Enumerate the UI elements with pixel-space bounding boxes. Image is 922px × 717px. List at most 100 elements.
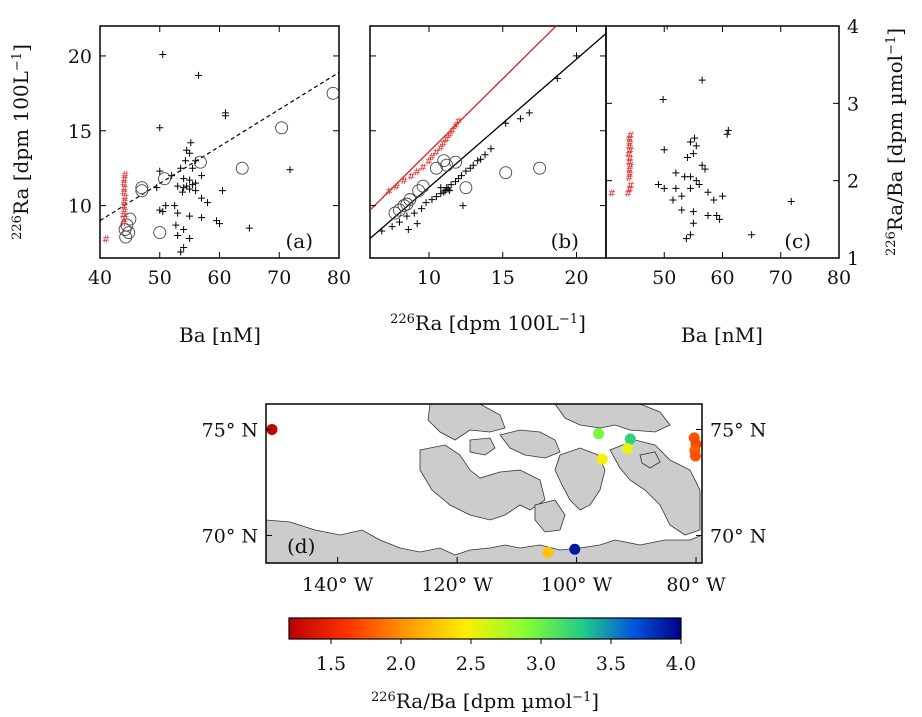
panel-a-point — [174, 182, 182, 190]
panel-c-point — [686, 231, 694, 239]
colorbar-label: 226Ra/Ba [dpm µmol−1] — [371, 689, 599, 713]
colorbar-tick-label: 2.0 — [386, 653, 416, 675]
panel-c-point — [704, 188, 712, 196]
panel-a-point: # — [120, 206, 128, 217]
panel-c-point: # — [626, 184, 634, 195]
panel-a-ytick-label: 20 — [68, 46, 92, 68]
panel-a-point: # — [120, 184, 128, 195]
panel-c-point — [704, 211, 712, 219]
panel-d-label: (d) — [287, 534, 315, 558]
panel-b-point: # — [432, 148, 440, 159]
panel-c-point — [698, 161, 706, 169]
panel-b-label: (b) — [551, 229, 579, 253]
panel-a-point — [153, 184, 161, 192]
panel-a-point — [195, 71, 203, 79]
panel-b-point — [455, 175, 462, 183]
panel-c-xtick-label: 60 — [710, 267, 734, 289]
panel-b-frame — [369, 25, 607, 259]
panel-b-marks: ################ — [370, 26, 606, 240]
panel-a-point — [204, 199, 212, 207]
panel-c-xtick-label: 50 — [652, 267, 676, 289]
panel-c-marks: ############### # — [608, 26, 795, 243]
panel-b-xtick-label: 10 — [417, 267, 441, 289]
panel-b-point — [422, 199, 430, 207]
panel-a-point — [156, 206, 164, 214]
map-station-point — [689, 450, 701, 462]
panel-a-point: # — [120, 175, 128, 186]
panel-a-point — [235, 161, 249, 175]
panel-a-point — [213, 217, 221, 225]
panel-c-point — [689, 208, 697, 216]
map-frame — [265, 403, 703, 564]
panel-c-point: # — [625, 150, 633, 161]
panel-a-ticks: 40 50 60 70 80 10 15 20 — [68, 26, 351, 289]
colorbar-tick-label: 3.5 — [596, 653, 626, 675]
panel-a-point — [156, 167, 164, 175]
panel-c-point — [716, 215, 724, 223]
panel-a-point — [218, 187, 226, 195]
map-station-point — [621, 443, 633, 455]
panel-c-ytick-label: 4 — [847, 16, 859, 38]
panel-c-point — [686, 173, 694, 181]
panel-b-point — [413, 220, 421, 228]
panel-b-point — [418, 205, 426, 213]
panel-c-point — [698, 76, 706, 84]
panel-c-point — [787, 198, 795, 206]
panel-b-point — [449, 155, 462, 169]
panel-a-ytick-label: 10 — [68, 196, 92, 218]
panel-b-point — [443, 184, 451, 192]
panel-a-point: # — [121, 170, 129, 181]
panel-c-point: # — [608, 188, 616, 199]
panel-a-point — [177, 248, 185, 256]
panel-a-point — [122, 226, 136, 240]
panel-b: ################ 10 15 20 (b) 226Ra [dpm 1… — [369, 25, 607, 335]
panel-a-point — [162, 202, 170, 210]
mainland-coast — [266, 519, 702, 563]
panel-a-point — [158, 172, 171, 186]
panel-c-ticks: 50 60 70 801 2 3 4 — [606, 16, 859, 289]
panel-b-point — [457, 172, 465, 180]
panel-c-point — [660, 184, 668, 192]
panel-b-xlabel: 226Ra [dpm 100L−1] — [390, 311, 586, 335]
map-ytick-label-left: 75° N — [202, 419, 258, 441]
panel-a-point — [118, 223, 132, 237]
map-station-point — [569, 543, 581, 555]
panel-a-xtick-label: 60 — [207, 267, 231, 289]
panel-a-point: # — [120, 197, 128, 208]
panel-a-point — [156, 124, 164, 132]
panel-b-point — [378, 227, 386, 235]
panel-a-point — [186, 212, 194, 220]
panel-c-point — [682, 235, 690, 243]
map-ytick-label-left: 70° N — [202, 525, 258, 547]
panel-a-point — [275, 121, 289, 135]
panel-c-point — [678, 206, 686, 214]
panel-b-point — [412, 184, 426, 198]
panel-b-point — [469, 161, 477, 169]
panel-c-frame — [605, 25, 840, 259]
panel-c-point: # — [625, 142, 633, 153]
panel-b-point — [440, 188, 448, 196]
panel-c-point: # — [626, 146, 634, 157]
island-banks — [427, 404, 506, 441]
panel-c-xlabel: Ba [nM] — [681, 323, 763, 347]
panel-c-point — [713, 211, 721, 219]
panel-b-line-1 — [370, 26, 558, 211]
panel-a-point — [180, 244, 188, 252]
panel-b-point: # — [425, 157, 433, 168]
panel-b-point — [437, 184, 445, 192]
panel-b-point — [477, 155, 485, 163]
panel-b-point — [403, 212, 411, 220]
panel-a-point — [180, 226, 188, 234]
panel-a-point — [183, 182, 191, 190]
panel-b-point — [466, 164, 474, 172]
panel-a-point — [171, 202, 179, 210]
panel-a-point — [180, 184, 188, 192]
panel-b-point — [446, 187, 454, 195]
panel-b-point: # — [428, 152, 436, 163]
panel-a-point — [159, 208, 167, 216]
panel-b-point: # — [448, 125, 456, 136]
panel-b-point — [459, 202, 467, 210]
panel-b-point — [487, 145, 495, 153]
panel-c-point — [672, 184, 680, 192]
